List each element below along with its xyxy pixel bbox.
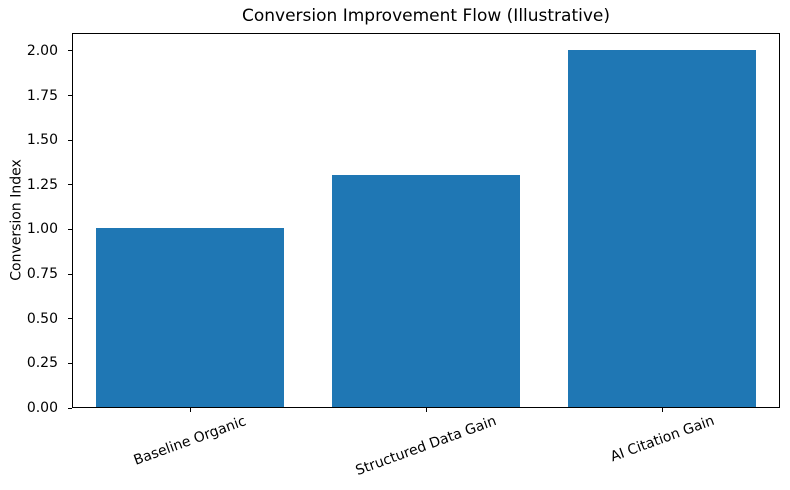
x-tick-mark [425, 408, 427, 412]
y-tick-label: 0.25 [26, 355, 58, 372]
bar-ai-citation-gain [567, 49, 757, 407]
chart-title: Conversion Improvement Flow (Illustrativ… [241, 6, 611, 26]
bar-baseline-organic [95, 228, 285, 407]
plot-area [72, 33, 780, 408]
y-tick-label: 1.25 [26, 176, 58, 193]
y-tick-mark [68, 273, 72, 275]
y-tick-mark [68, 407, 72, 409]
x-tick-label: Structured Data Gain [353, 413, 499, 479]
y-tick-mark [68, 318, 72, 320]
y-tick-mark [68, 139, 72, 141]
y-tick-label: 0.75 [26, 266, 58, 283]
y-tick-mark [68, 184, 72, 186]
y-tick-label: 2.00 [26, 42, 58, 59]
y-tick-mark [68, 95, 72, 96]
y-tick-label: 1.75 [26, 87, 58, 104]
x-tick-label: AI Citation Gain [607, 412, 717, 466]
y-tick-mark [68, 50, 72, 52]
x-tick-label: Baseline Organic [131, 412, 249, 469]
bar-structured-data-gain [331, 174, 521, 407]
x-tick-mark [661, 408, 663, 412]
y-tick-label: 1.50 [26, 132, 58, 149]
y-tick-label: 0.50 [26, 310, 58, 327]
y-tick-label: 1.00 [26, 221, 58, 238]
y-tick-mark [68, 362, 72, 364]
y-tick-mark [68, 228, 72, 230]
y-tick-label: 0.00 [26, 400, 58, 416]
x-tick-mark [189, 408, 191, 412]
